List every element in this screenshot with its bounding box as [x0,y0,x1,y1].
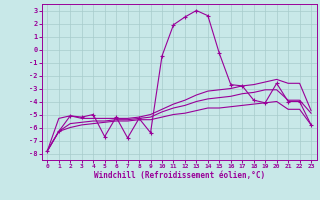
X-axis label: Windchill (Refroidissement éolien,°C): Windchill (Refroidissement éolien,°C) [94,171,265,180]
